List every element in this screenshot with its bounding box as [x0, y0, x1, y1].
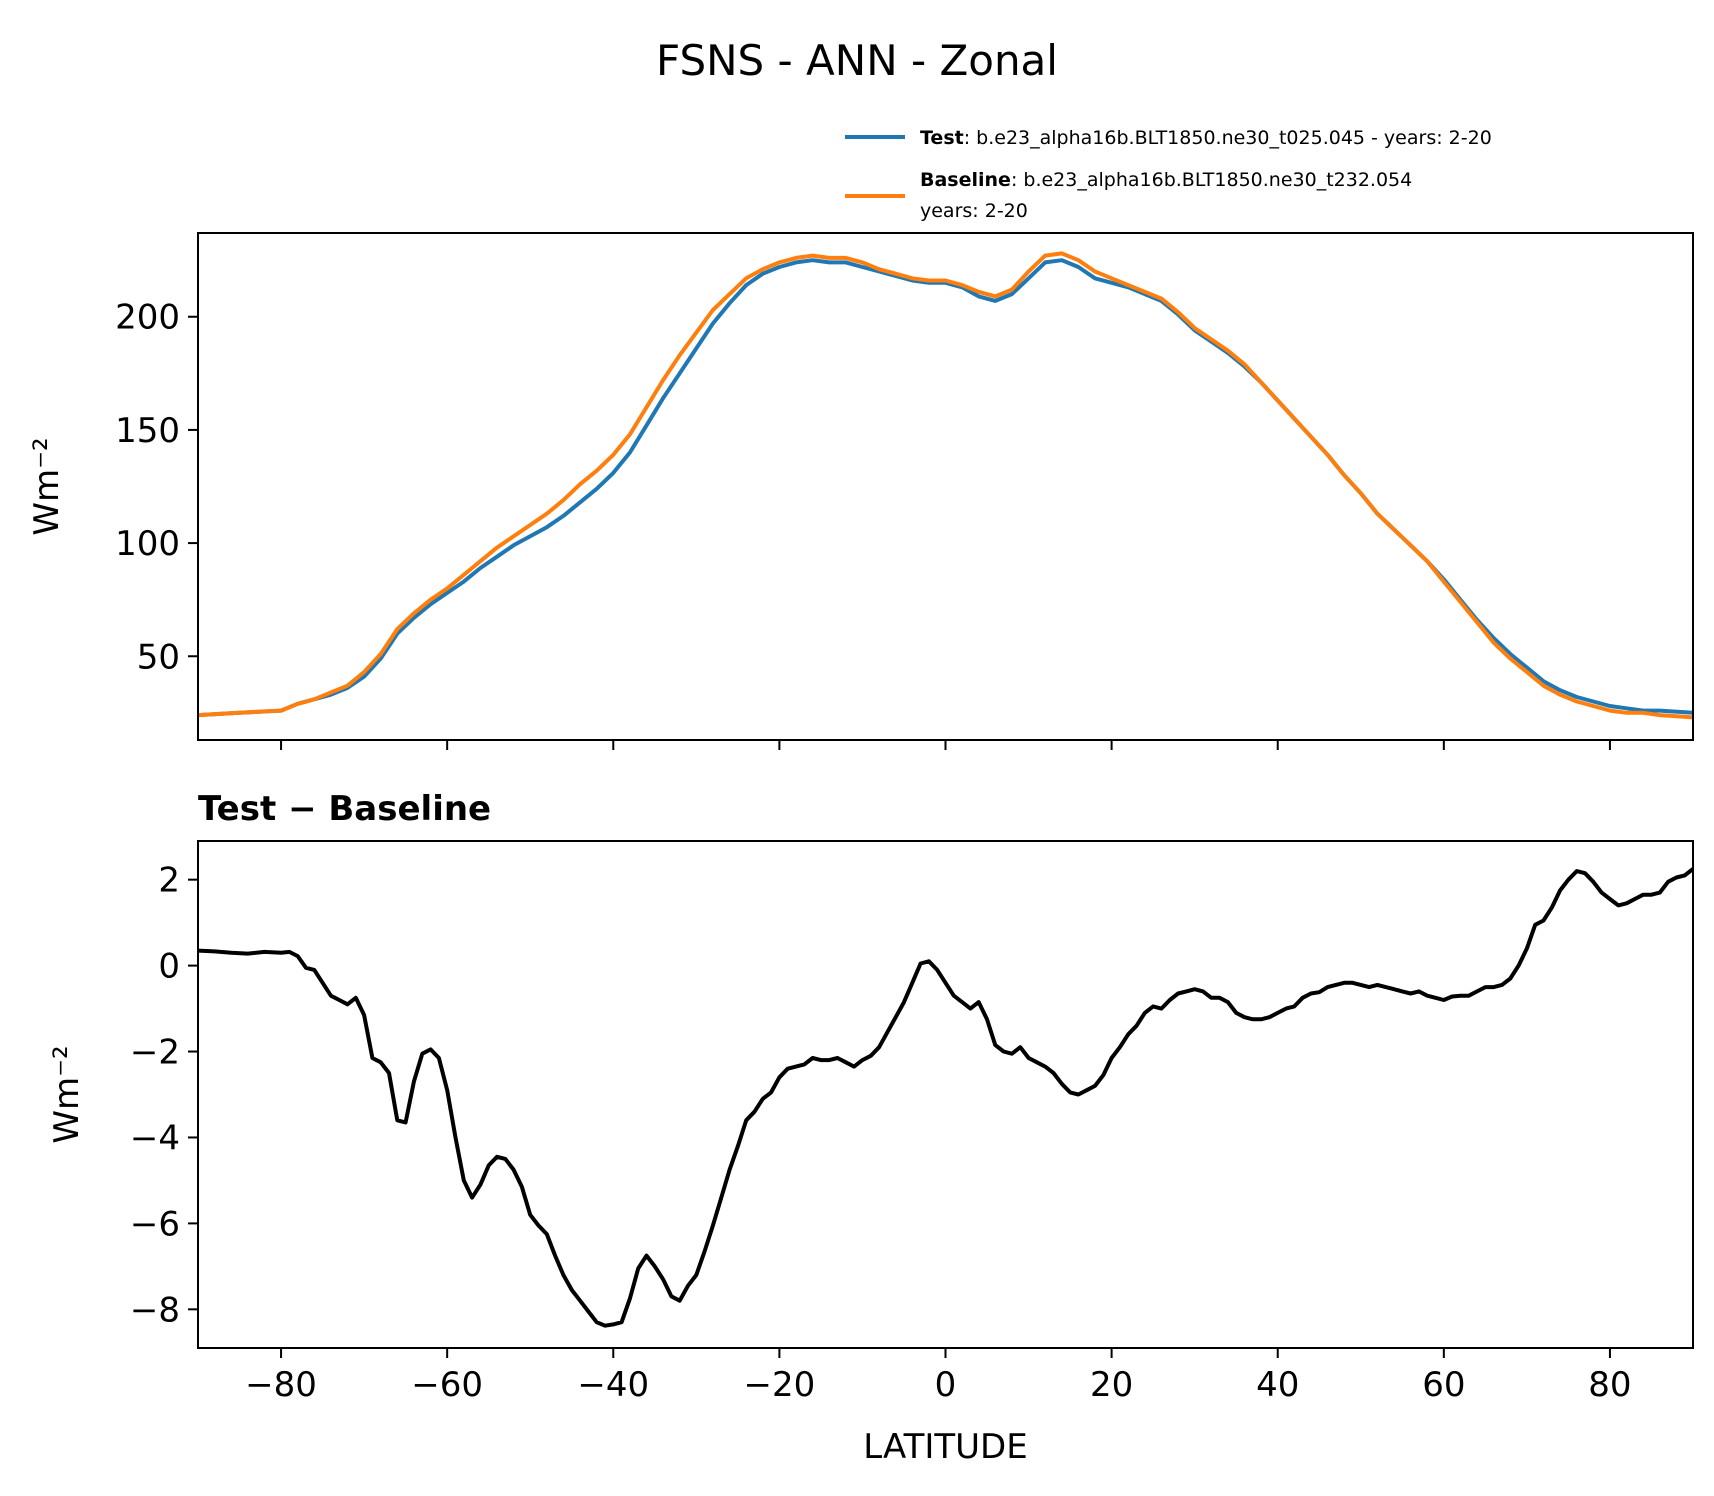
panel-title: Test − Baseline: [198, 789, 491, 829]
series-line-baseline: [198, 251, 1693, 720]
axes-frame: [197, 840, 1694, 1349]
y-tick-label: 2: [158, 861, 180, 901]
y-tick-label: 100: [115, 524, 180, 564]
difference-panel: −80 −60 −40 −20 0 20 40 60 80−8−6−4−202Wm⁻²Test …: [47, 789, 1694, 1467]
x-axis-label: LATITUDE: [863, 1427, 1027, 1467]
x-tick-label: 80: [1588, 1365, 1631, 1405]
legend-label-baseline: Baseline: b.e23_alpha16b.BLT1850.ne30_t2…: [920, 169, 1412, 191]
x-tick-label: −20: [744, 1365, 816, 1405]
x-tick-label: 20: [1090, 1365, 1133, 1405]
y-tick-label: 50: [137, 637, 180, 677]
x-tick-label: −40: [577, 1365, 649, 1405]
y-tick-label: −6: [130, 1204, 180, 1244]
y-tick-label: −4: [130, 1118, 180, 1158]
axes-frame: [197, 232, 1694, 741]
x-tick-label: −60: [411, 1365, 483, 1405]
legend-label-baseline-years: years: 2-20: [920, 200, 1028, 222]
x-tick-label: 60: [1422, 1365, 1465, 1405]
top-panel: 50 100 150 200 Wm⁻²: [27, 232, 1694, 750]
y-tick-label: 200: [115, 298, 180, 338]
y-tick-label: 0: [158, 947, 180, 987]
y-axis-label: Wm⁻²: [47, 1045, 87, 1143]
x-tick-label: 0: [935, 1365, 957, 1405]
series-line-test: [198, 258, 1693, 718]
y-tick-label: 150: [115, 411, 180, 451]
legend-label-test: Test: b.e23_alpha16b.BLT1850.ne30_t025.0…: [920, 127, 1492, 149]
y-tick-label: −8: [130, 1290, 180, 1330]
y-tick-label: −2: [130, 1033, 180, 1073]
legend: Test: b.e23_alpha16b.BLT1850.ne30_t025.0…: [845, 127, 1492, 222]
y-axis-label: Wm⁻²: [27, 437, 67, 535]
x-tick-label: 40: [1256, 1365, 1299, 1405]
x-tick-label: −80: [245, 1365, 317, 1405]
series-line-difference: [198, 867, 1693, 1328]
figure-title: FSNS - ANN - Zonal: [656, 36, 1058, 85]
